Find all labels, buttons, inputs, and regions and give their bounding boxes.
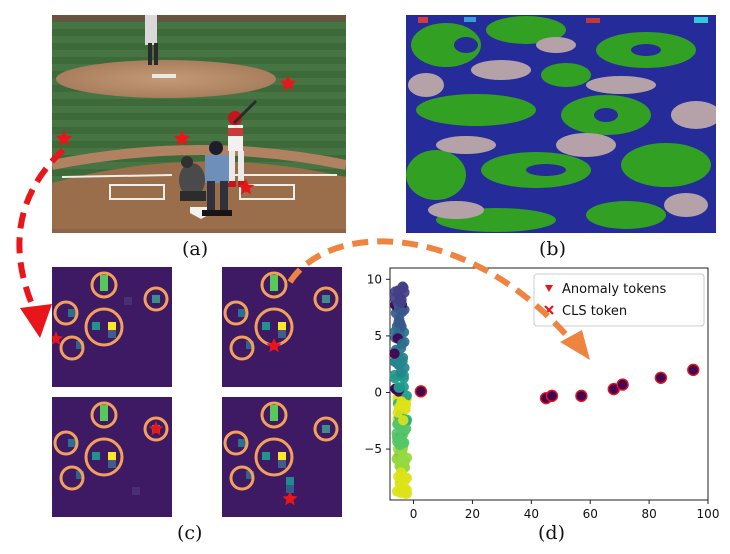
star-icon xyxy=(279,75,297,91)
token-point xyxy=(391,486,403,497)
anomaly-point xyxy=(575,389,588,403)
y-tick-label: 5 xyxy=(374,329,382,343)
heatmap-2 xyxy=(222,267,342,387)
y-tick-label: 0 xyxy=(374,385,382,399)
x-tick-label: 100 xyxy=(697,507,720,521)
star-icon xyxy=(282,491,298,506)
star-icon xyxy=(55,130,73,146)
caption-d: (d) xyxy=(538,522,565,544)
legend-label-cls: CLS token xyxy=(562,304,627,319)
token-point xyxy=(389,348,400,359)
token-point xyxy=(397,281,408,292)
star-icon xyxy=(266,338,282,353)
heatmap-1 xyxy=(52,267,172,387)
x-tick-label: 60 xyxy=(583,507,598,521)
token-point xyxy=(395,367,406,378)
token-point xyxy=(394,449,406,461)
token-point xyxy=(395,317,406,329)
token-point xyxy=(400,403,411,415)
y-tick-label: 10 xyxy=(367,272,382,286)
caption-a: (a) xyxy=(182,238,209,260)
segmentation-map xyxy=(406,15,716,233)
token-point xyxy=(399,486,410,497)
anomaly-point xyxy=(687,363,700,377)
legend: Anomaly tokens CLS token xyxy=(533,273,705,327)
anomaly-point xyxy=(654,371,668,384)
token-point xyxy=(389,356,401,368)
token-point xyxy=(396,434,407,446)
star-icon xyxy=(52,331,63,345)
baseball-photo xyxy=(52,15,346,233)
token-point xyxy=(395,467,407,478)
token-point xyxy=(398,458,409,469)
star-icon xyxy=(148,421,164,436)
token-point xyxy=(397,338,408,349)
star-icon xyxy=(237,179,255,195)
legend-label-anomaly: Anomaly tokens xyxy=(562,282,667,297)
anomaly-point xyxy=(616,378,629,391)
red-arrowhead xyxy=(20,304,52,338)
x-tick-label: 0 xyxy=(410,507,418,521)
caption-c: (c) xyxy=(177,522,203,544)
token-point xyxy=(392,407,403,418)
heatmap-4 xyxy=(222,397,342,517)
anomaly-point xyxy=(414,385,428,398)
scatter-plot: 0 20 40 60 80 100 −5 0 5 10 Anomaly tokens CLS to… xyxy=(364,267,720,521)
anomaly-point xyxy=(545,389,559,403)
caption-b: (b) xyxy=(539,238,566,260)
x-tick-label: 80 xyxy=(641,507,656,521)
star-icon xyxy=(173,130,191,146)
heatmap-grid xyxy=(52,267,372,517)
x-tick-label: 40 xyxy=(524,507,539,521)
token-point xyxy=(398,414,409,426)
token-point xyxy=(393,382,405,393)
heatmap-3 xyxy=(52,397,172,517)
y-tick-label: −5 xyxy=(364,442,382,456)
x-tick-label: 20 xyxy=(465,507,480,521)
token-point xyxy=(396,294,407,305)
